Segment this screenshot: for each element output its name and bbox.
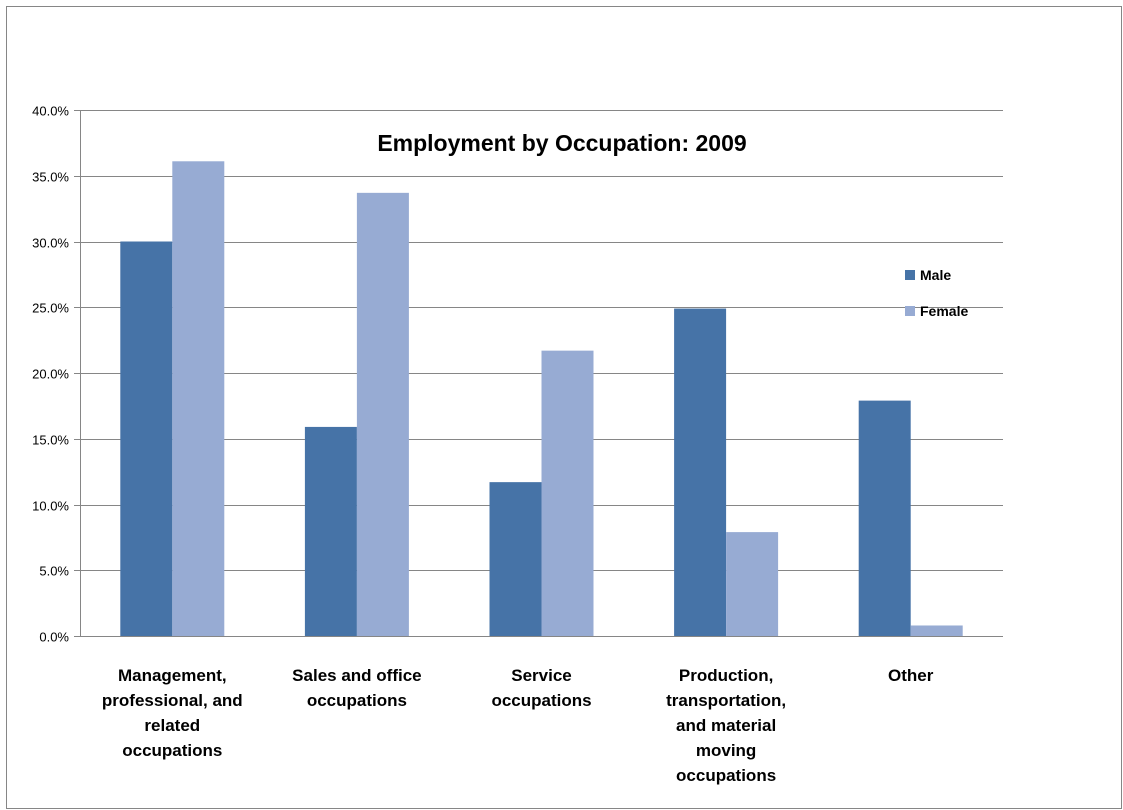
- bars: [120, 161, 963, 636]
- axes: [80, 110, 1003, 637]
- x-tick-label: Management, professional, and related occup…: [102, 666, 243, 760]
- x-tick-label: Sales and office occupations: [292, 666, 421, 710]
- bar-male-1: [304, 426, 357, 636]
- bar-male-3: [674, 308, 727, 636]
- y-tick-label: 15.0%: [32, 433, 69, 448]
- bar-male-2: [489, 482, 542, 636]
- y-tick-label: 40.0%: [32, 104, 69, 119]
- y-tick-label: 10.0%: [32, 499, 69, 514]
- y-tick-label: 0.0%: [39, 630, 69, 645]
- bar-male-0: [120, 241, 173, 636]
- x-tick-label: Production, transportation, and material mo…: [666, 666, 786, 785]
- bar-female-0: [172, 161, 225, 636]
- y-tick-label: 25.0%: [32, 301, 69, 316]
- y-tick-labels: 0.0% 5.0% 10.0% 15.0% 20.0% 25.0% 30.0% 35.0% 40…: [32, 104, 69, 645]
- bar-male-4: [858, 400, 911, 636]
- chart-title: Employment by Occupation: 2009: [377, 130, 746, 156]
- x-tick-label: Other: [888, 666, 934, 685]
- bar-female-3: [726, 532, 779, 636]
- bar-female-2: [541, 350, 594, 636]
- y-tick-label: 35.0%: [32, 170, 69, 185]
- bar-female-1: [356, 192, 409, 636]
- legend-label-male: Male: [920, 267, 951, 283]
- x-tick-labels: Management, professional, and related occup…: [102, 666, 934, 785]
- y-tick-label: 30.0%: [32, 236, 69, 251]
- y-tick-label: 5.0%: [39, 564, 69, 579]
- y-tick-label: 20.0%: [32, 367, 69, 382]
- legend-swatch-male: [905, 270, 915, 280]
- x-tick-label: Service occupations: [491, 666, 591, 710]
- legend-label-female: Female: [920, 303, 968, 319]
- legend-swatch-female: [905, 306, 915, 316]
- legend: Male Female: [905, 267, 968, 319]
- bar-female-4: [910, 625, 963, 636]
